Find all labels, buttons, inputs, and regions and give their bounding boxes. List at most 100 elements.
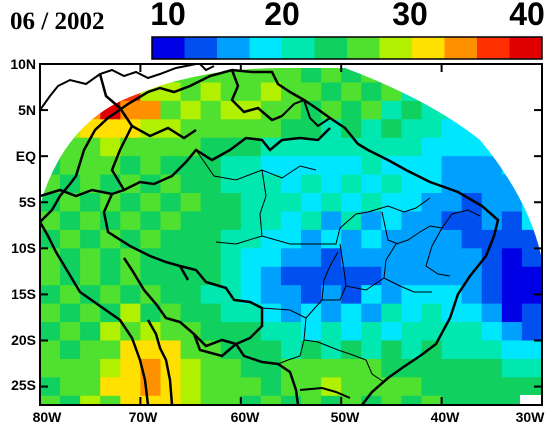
grid-cell <box>421 193 443 213</box>
grid-cell <box>180 377 202 397</box>
grid-cell <box>481 395 503 405</box>
grid-cell <box>441 285 463 305</box>
grid-cell <box>260 266 282 286</box>
grid-cell <box>120 285 141 305</box>
grid-cell <box>521 322 542 342</box>
grid-cell <box>481 377 503 397</box>
border-brazil-uruguay <box>299 386 351 399</box>
plot-frame <box>39 63 543 406</box>
grid-cell <box>280 395 302 405</box>
grid-cell <box>160 340 182 360</box>
lat-label-10s: 10S <box>11 240 36 256</box>
border-colombia-venezuela <box>98 73 197 140</box>
lon-label-30w: 30W <box>516 409 546 425</box>
border-colombia-peru <box>40 188 125 198</box>
grid-cell <box>60 229 81 249</box>
grid-cell <box>240 248 262 268</box>
grid-cell <box>521 266 542 286</box>
grid-cell <box>301 174 322 194</box>
colorbar-segment <box>217 37 250 59</box>
grid-cell <box>421 303 443 323</box>
grid-cell <box>80 322 101 342</box>
grid-cell <box>140 395 162 405</box>
grid-cell <box>200 100 222 120</box>
grid-cell <box>60 377 81 397</box>
grid-cell <box>401 229 423 249</box>
grid-cell <box>441 358 463 378</box>
grid-cell <box>240 156 262 176</box>
grid-cell <box>220 266 242 286</box>
grid-cell <box>140 340 162 360</box>
grid-cell <box>220 395 242 405</box>
grid-cell <box>240 137 262 157</box>
grid-cell <box>100 119 121 139</box>
grid-cell <box>301 229 322 249</box>
grid-cell <box>160 100 182 120</box>
grid-cell <box>120 266 141 286</box>
grid-cell <box>421 137 443 157</box>
grid-cell <box>361 156 382 176</box>
grid-cell <box>220 174 242 194</box>
grid-cell <box>401 137 423 157</box>
grid-cell <box>40 248 61 268</box>
grid-cell <box>40 322 61 342</box>
grid-cell <box>60 340 81 360</box>
grid-cell <box>421 119 443 139</box>
grid-cell <box>200 322 222 342</box>
grid-cell <box>240 82 262 102</box>
grid-cell <box>481 322 503 342</box>
grid-cell <box>200 156 222 176</box>
grid-cell <box>160 137 182 157</box>
grid-cell <box>441 156 463 176</box>
colorbar-segment <box>249 37 283 59</box>
grid-cell <box>401 248 423 268</box>
colorbar-segment <box>152 37 185 59</box>
grid-cell <box>140 266 162 286</box>
grid-cell <box>80 285 101 305</box>
grid-cell <box>220 100 242 120</box>
grid-cell <box>361 174 382 194</box>
grid-cell <box>100 322 121 342</box>
lat-label-10n: 10N <box>10 56 36 72</box>
grid-cell <box>40 285 61 305</box>
grid-cell <box>260 340 282 360</box>
grid-cell <box>341 358 362 378</box>
grid-cell <box>461 156 483 176</box>
grid-cell <box>481 174 503 194</box>
grid-cell <box>421 322 443 342</box>
lon-label-60w: 60W <box>231 409 261 425</box>
grid-cell <box>240 266 262 286</box>
grid-cell <box>341 137 362 157</box>
grid-cell <box>220 358 242 378</box>
lon-label-70w: 70W <box>129 409 159 425</box>
grid-cell <box>441 137 463 157</box>
grid-cell <box>260 322 282 342</box>
grid-cell <box>381 266 403 286</box>
grid-cell <box>321 82 342 102</box>
grid-cell <box>301 156 322 176</box>
grid-cell <box>321 193 342 213</box>
grid-cell <box>260 285 282 305</box>
grid-cell <box>381 395 403 405</box>
grid-cell <box>280 303 302 323</box>
grid-cell <box>521 377 542 397</box>
grid-cell <box>120 137 141 157</box>
caribbean-coast <box>40 64 197 111</box>
grid-cell <box>321 266 342 286</box>
grid-cell <box>421 248 443 268</box>
colorbar-segment <box>282 37 315 59</box>
grid-cell <box>381 303 403 323</box>
grid-cell <box>200 119 222 139</box>
grid-cell <box>80 377 101 397</box>
grid-cell <box>301 211 322 231</box>
border-brazil-north <box>110 125 331 192</box>
colorbar-tick-40: 40 <box>509 0 545 32</box>
grid-cell <box>240 358 262 378</box>
grid-cell <box>421 229 443 249</box>
grid-cell <box>501 285 523 305</box>
grid-cell <box>240 119 262 139</box>
grid-cell <box>301 285 322 305</box>
grid-cell <box>501 358 523 378</box>
grid-cell <box>140 137 162 157</box>
grid-cell <box>60 156 81 176</box>
